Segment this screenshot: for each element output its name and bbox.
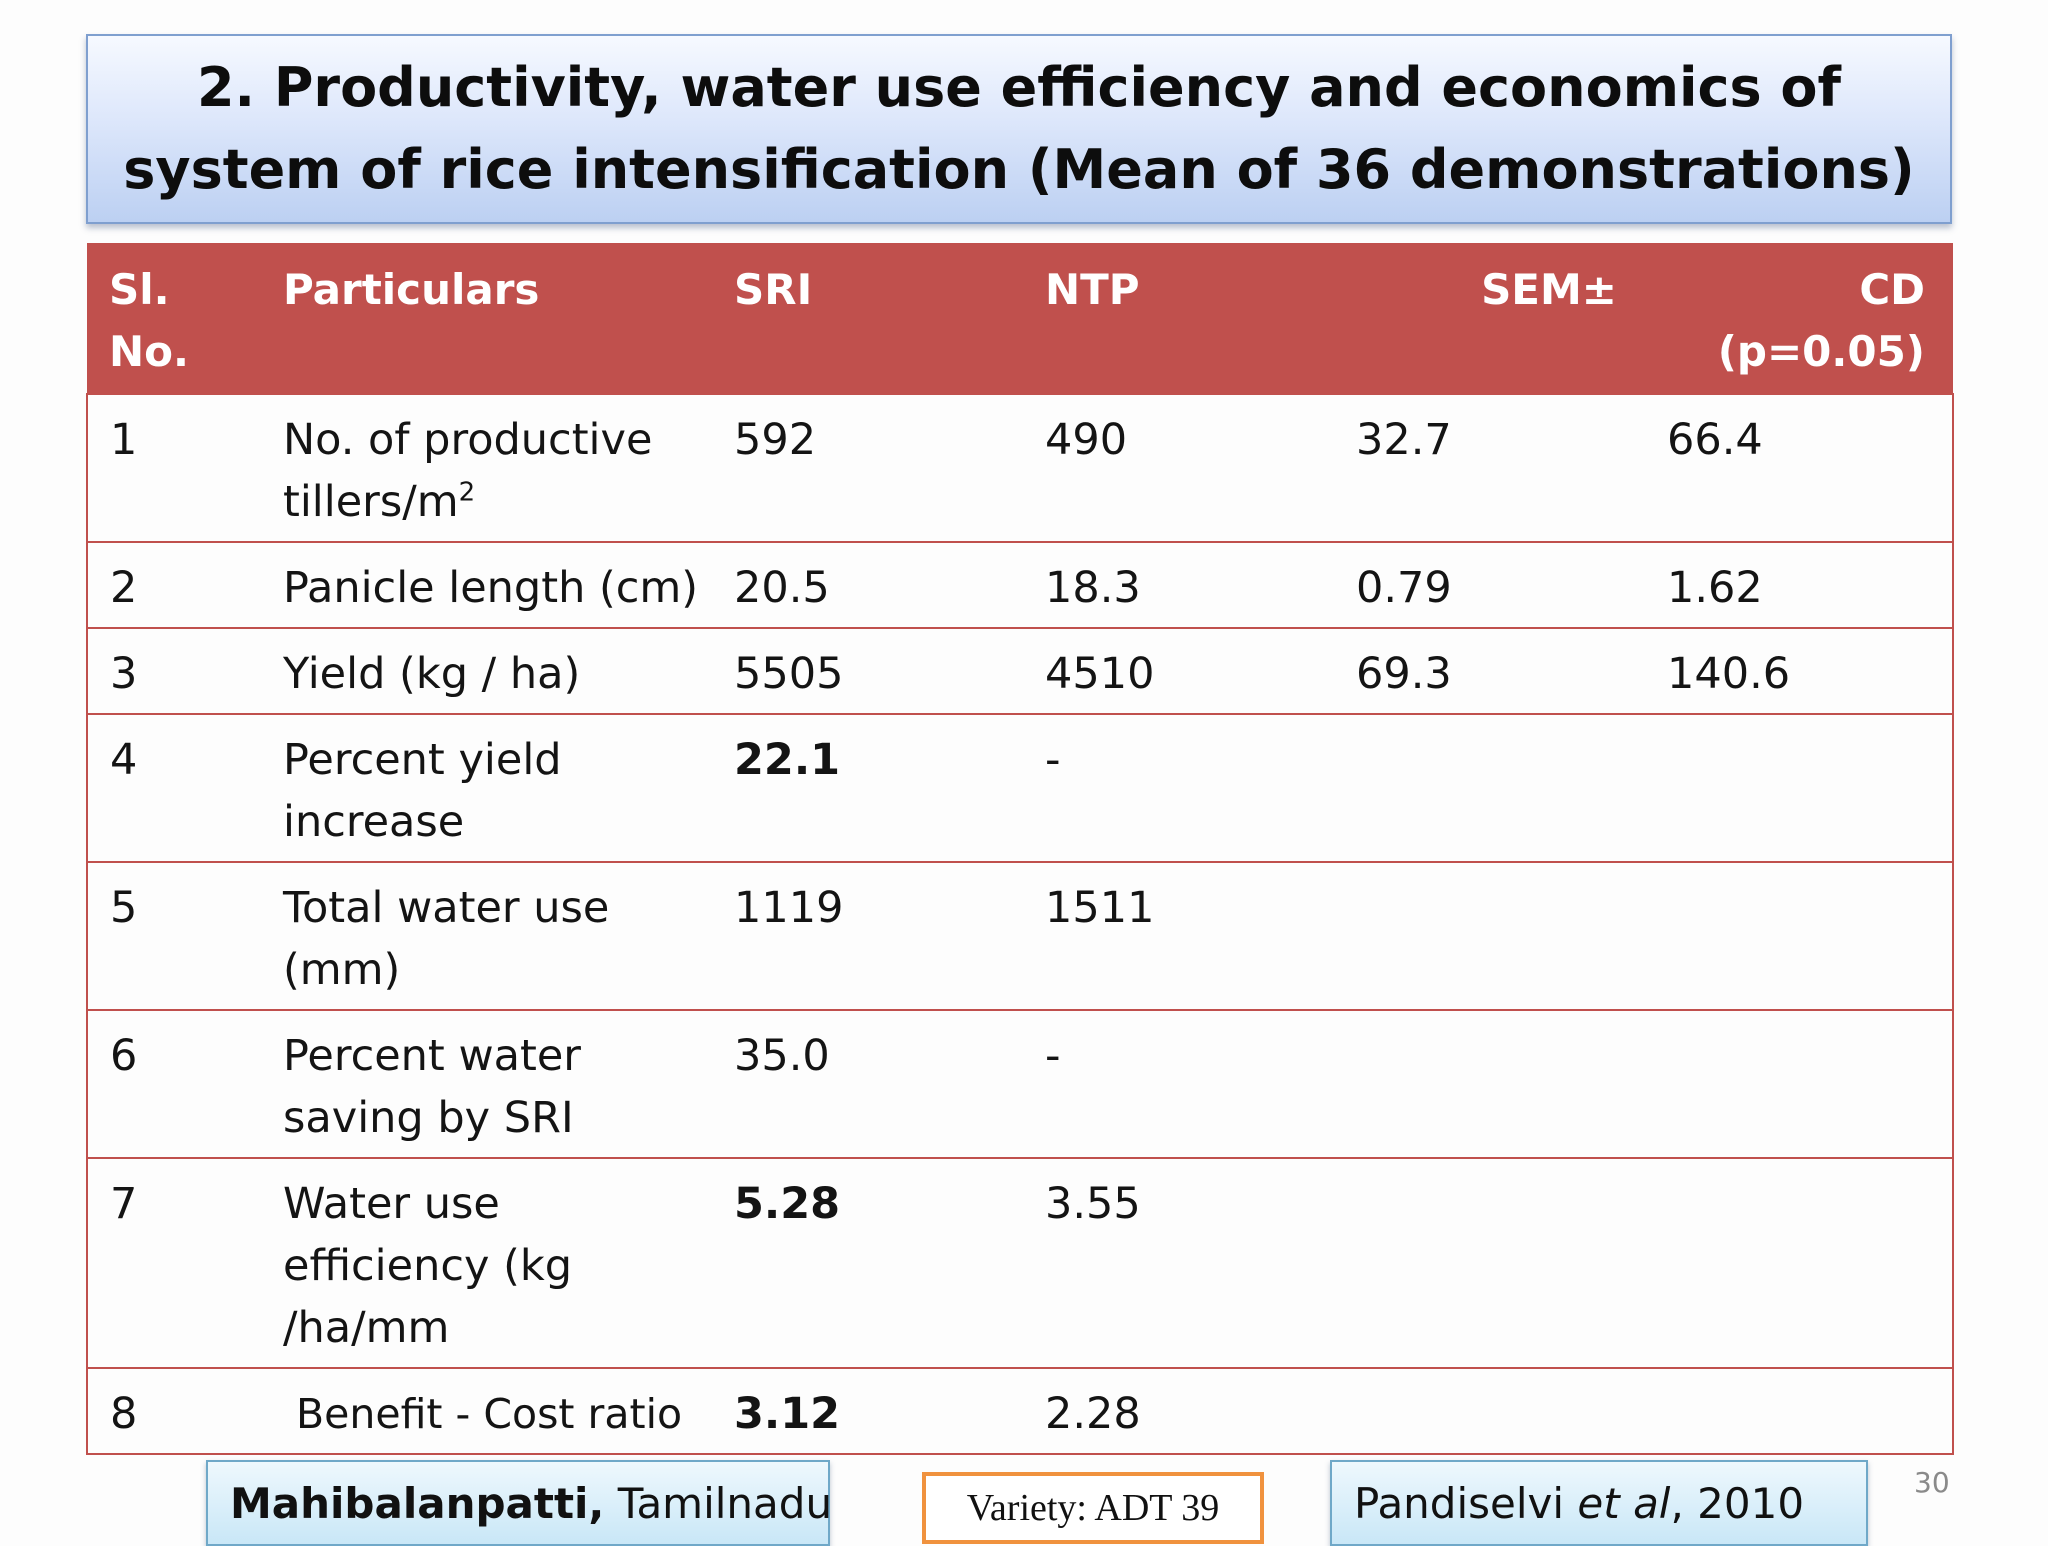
reference-etal: et al (1577, 1478, 1671, 1528)
cell-ntp: 4510 (1023, 627, 1334, 714)
table-row: 6 Percent water saving by SRI 35.0 - (87, 1009, 1953, 1158)
cell-ntp: - (1023, 713, 1334, 862)
cell-sem: 69.3 (1334, 627, 1645, 714)
header-cd: CD (p=0.05) (1717, 265, 1925, 376)
table-row: 5 Total water use (mm) 1119 1511 (87, 861, 1953, 1010)
cell-cd (1645, 861, 1953, 1010)
cell-cd: 140.6 (1645, 627, 1953, 714)
cell-cd (1645, 1009, 1953, 1158)
cell-particular: Benefit - Cost ratio (261, 1367, 712, 1454)
reference-box: Pandiselvi et al, 2010 (1330, 1460, 1868, 1546)
cell-cd (1645, 1157, 1953, 1368)
table-header-row: Sl. No. Particulars SRI NTP SEM± CD (p=0… (87, 243, 1953, 394)
cell-sem (1334, 1157, 1645, 1368)
cell-particular: Percent water saving by SRI (261, 1009, 712, 1158)
reference-author: Pandiselvi (1354, 1478, 1578, 1528)
reference-year: , 2010 (1670, 1478, 1805, 1528)
cell-sl: 2 (87, 541, 261, 628)
particular-text: No. of productive tillers/m (283, 415, 653, 527)
cell-particular: Percent yield increase (261, 713, 712, 862)
cell-sem (1334, 861, 1645, 1010)
cell-cd (1645, 1367, 1953, 1454)
slide-title: 2. Productivity, water use efficiency an… (123, 56, 1915, 201)
cell-ntp: - (1023, 1009, 1334, 1158)
cell-sl: 8 (87, 1367, 261, 1454)
header-sri: SRI (734, 265, 813, 314)
table-row: 8 Benefit - Cost ratio 3.12 2.28 (87, 1367, 1953, 1454)
cell-particular: Panicle length (cm) (261, 541, 712, 628)
cell-ntp: 490 (1023, 393, 1334, 542)
cell-ntp: 2.28 (1023, 1367, 1334, 1454)
cell-cd (1645, 713, 1953, 862)
cell-sl: 6 (87, 1009, 261, 1158)
cell-sem (1334, 1367, 1645, 1454)
page-number: 30 (1914, 1466, 1950, 1499)
cell-sri: 5.28 (712, 1157, 1023, 1368)
slide-title-box: 2. Productivity, water use efficiency an… (86, 34, 1952, 224)
cell-sl: 1 (87, 393, 261, 542)
cell-sem: 0.79 (1334, 541, 1645, 628)
superscript: 2 (458, 477, 476, 508)
table-row: 1 No. of productive tillers/m2 592 490 3… (87, 393, 1953, 542)
variety-box: Variety: ADT 39 (922, 1472, 1264, 1544)
cell-sri: 35.0 (712, 1009, 1023, 1158)
cell-ntp: 1511 (1023, 861, 1334, 1010)
cell-sem (1334, 1009, 1645, 1158)
cell-sem (1334, 713, 1645, 862)
cell-sri: 1119 (712, 861, 1023, 1010)
cell-sl: 3 (87, 627, 261, 714)
header-sem: SEM± (1481, 265, 1617, 314)
cell-sl: 4 (87, 713, 261, 862)
cell-sl: 5 (87, 861, 261, 1010)
cell-ntp: 3.55 (1023, 1157, 1334, 1368)
header-ntp: NTP (1045, 265, 1140, 314)
cell-sl: 7 (87, 1157, 261, 1368)
cell-sri: 5505 (712, 627, 1023, 714)
cell-ntp: 18.3 (1023, 541, 1334, 628)
cell-cd: 1.62 (1645, 541, 1953, 628)
table-row: 7 Water use efficiency (kg /ha/mm 5.28 3… (87, 1157, 1953, 1368)
cell-particular: No. of productive tillers/m2 (261, 393, 712, 542)
cell-cd: 66.4 (1645, 393, 1953, 542)
cell-particular: Total water use (mm) (261, 861, 712, 1010)
cell-particular: Yield (kg / ha) (261, 627, 712, 714)
cell-sri: 20.5 (712, 541, 1023, 628)
table-row: 4 Percent yield increase 22.1 - (87, 713, 1953, 862)
cell-sri: 22.1 (712, 713, 1023, 862)
location-box: Mahibalanpatti, Tamilnadu (206, 1460, 833, 1546)
cell-particular: Water use efficiency (kg /ha/mm (261, 1157, 712, 1368)
variety-label: Variety: ADT 39 (966, 1487, 1220, 1529)
table-row: 3 Yield (kg / ha) 5505 4510 69.3 140.6 (87, 627, 1953, 714)
cell-sri: 592 (712, 393, 1023, 542)
table-row: 2 Panicle length (cm) 20.5 18.3 0.79 1.6… (87, 541, 1953, 628)
results-table: Sl. No. Particulars SRI NTP SEM± CD (p=0… (86, 243, 1954, 1455)
header-particulars: Particulars (283, 265, 540, 314)
location-name: Mahibalanpatti, (230, 1478, 605, 1528)
cell-sem: 32.7 (1334, 393, 1645, 542)
location-state: Tamilnadu (604, 1478, 833, 1528)
cell-sri: 3.12 (712, 1367, 1023, 1454)
header-sl-no: Sl. No. (109, 265, 189, 376)
